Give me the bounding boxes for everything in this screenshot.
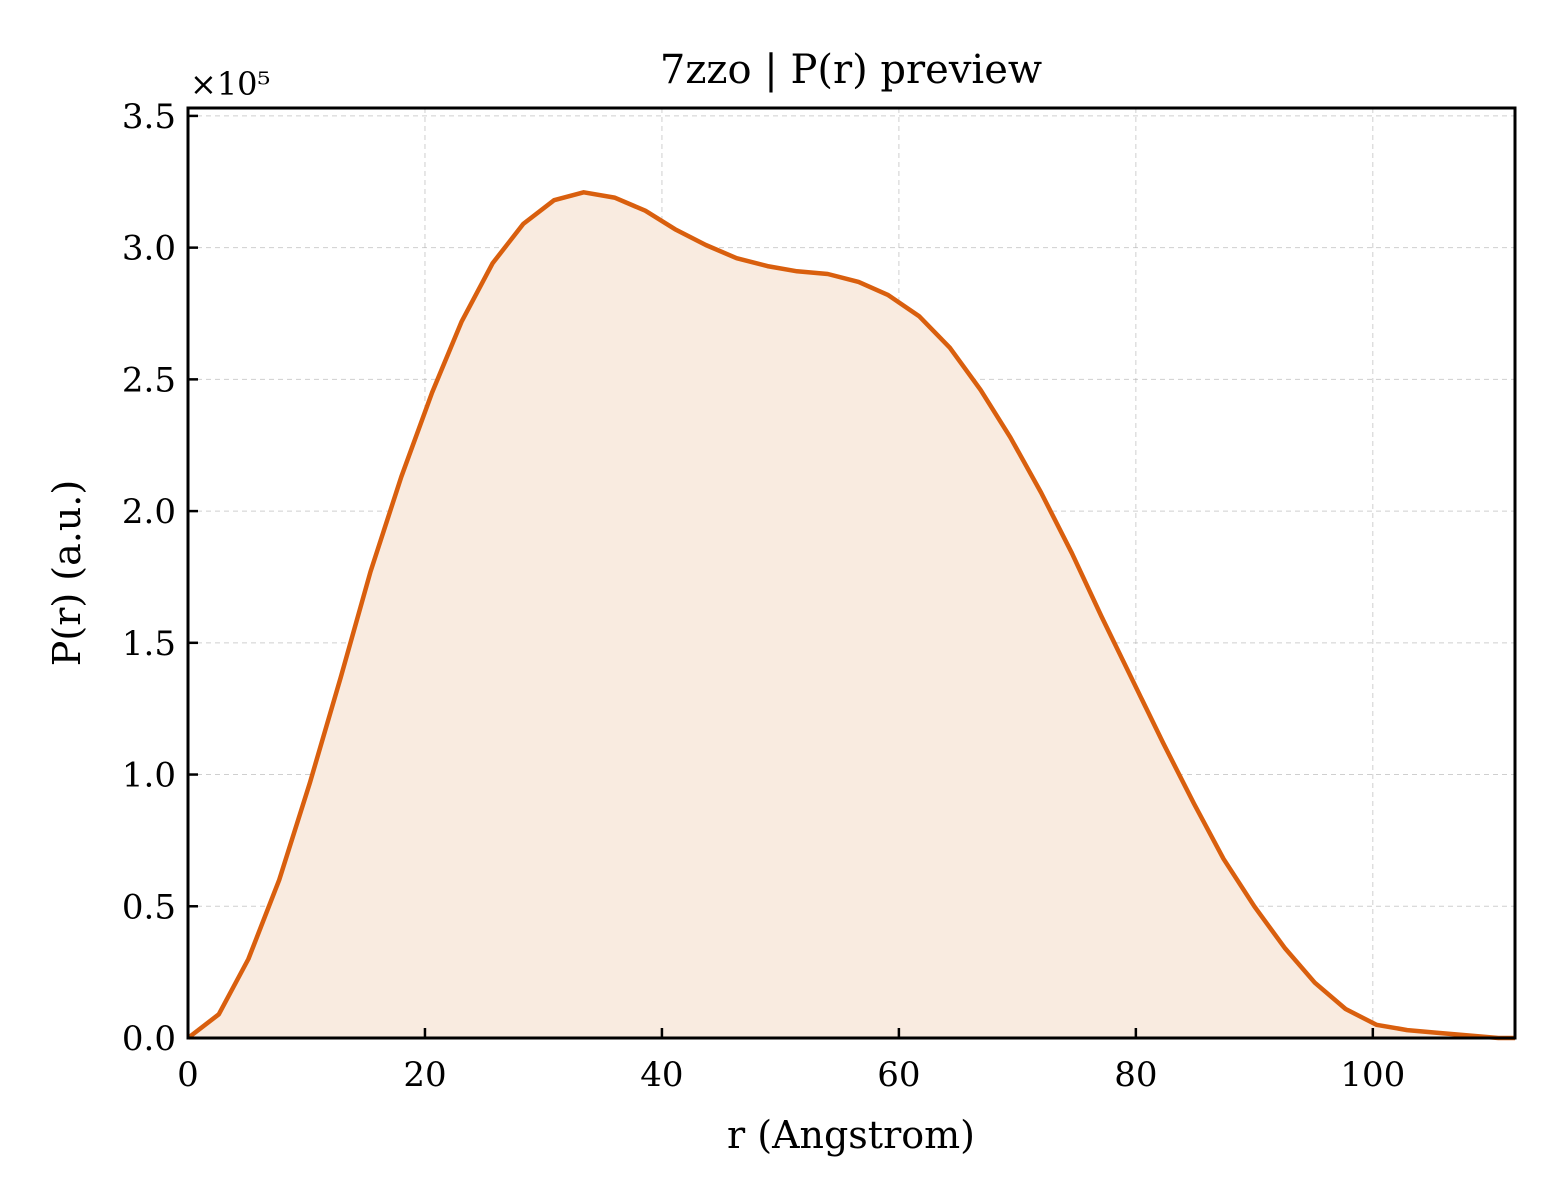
y-tick-label: 3.0 bbox=[122, 229, 176, 269]
x-tick-label: 100 bbox=[1340, 1055, 1405, 1095]
x-tick-label: 80 bbox=[1114, 1055, 1157, 1095]
y-axis-label: P(r) (a.u.) bbox=[45, 480, 89, 666]
x-axis-label: r (Angstrom) bbox=[727, 1113, 975, 1157]
pr-curve-line bbox=[186, 190, 1515, 1041]
y-tick-label: 2.5 bbox=[122, 360, 176, 400]
y-tick-label: 2.0 bbox=[122, 492, 176, 532]
pr-area-fill bbox=[188, 192, 1515, 1039]
x-tick-label: 0 bbox=[177, 1055, 199, 1095]
axis-ticks: 0 20 40 60 80 100 0.0 0.5 1.0 1.5 2.0 2.5 3.0 3.5 bbox=[122, 97, 1405, 1095]
x-tick-label: 40 bbox=[640, 1055, 683, 1095]
x-tick-label: 20 bbox=[403, 1055, 446, 1095]
y-tick-label: 1.5 bbox=[122, 624, 176, 664]
y-tick-label: 1.0 bbox=[122, 756, 176, 796]
y-tick-label: 3.5 bbox=[122, 97, 176, 137]
y-offset-text: ×10⁵ bbox=[190, 65, 270, 103]
y-tick-label: 0.5 bbox=[122, 887, 176, 927]
y-tick-label: 0.0 bbox=[122, 1019, 176, 1059]
chart-title: 7zzo | P(r) preview bbox=[660, 47, 1042, 93]
x-tick-label: 60 bbox=[877, 1055, 920, 1095]
plot-frame bbox=[186, 106, 1517, 1040]
